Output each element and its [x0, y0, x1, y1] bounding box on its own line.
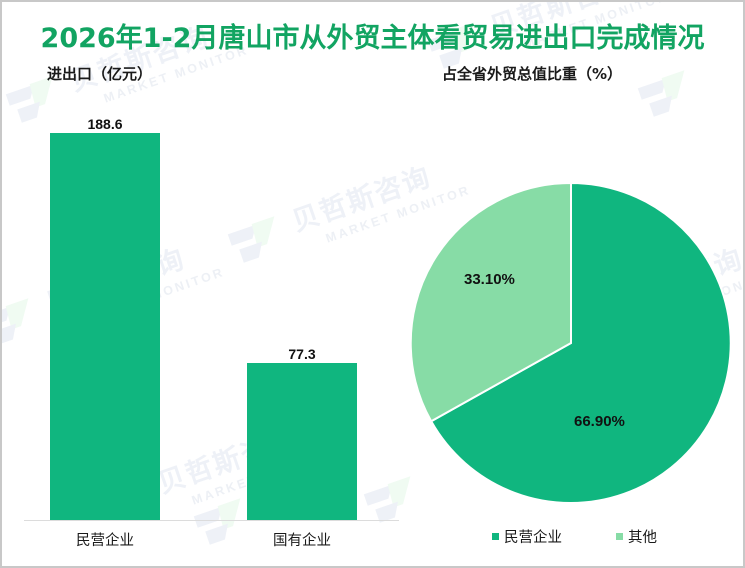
pie-chart-subtitle: 占全省外贸总值比重（%）: [442, 65, 623, 83]
pie-chart-graphic: [410, 182, 732, 504]
bar-value-label: 77.3: [288, 346, 316, 362]
page-title: 2026年1-2月唐山市从外贸主体看贸易进出口完成情况: [40, 23, 705, 54]
bar-category-label: 国有企业: [273, 533, 331, 549]
pie-value-label: 66.90%: [574, 413, 625, 430]
pie-chart-legend: 民营企业 其他: [402, 526, 743, 547]
bar-chart-panel: 进出口（亿元） 188.6 民营企业 77.3 国有企业: [2, 2, 412, 566]
legend-label: 其他: [628, 530, 657, 546]
bar-chart-baseline: [24, 520, 399, 521]
pie-slice-民营企业[interactable]: [429, 182, 732, 504]
legend-item-其他[interactable]: 其他: [616, 526, 657, 547]
legend-label: 民营企业: [504, 530, 562, 546]
bar-value-label: 188.6: [87, 116, 123, 132]
legend-swatch-icon: [616, 533, 623, 540]
bar-category-label: 民营企业: [76, 533, 134, 549]
legend-swatch-icon: [492, 533, 499, 540]
pie-chart-panel: 占全省外贸总值比重（%） 66.90% 33.10% 民营企业 其他: [402, 2, 743, 566]
bar-chart-subtitle: 进出口（亿元）: [47, 65, 153, 83]
pie-value-label: 33.10%: [464, 271, 515, 288]
pie-slice-其他[interactable]: [410, 182, 572, 423]
bar-国有企业[interactable]: [247, 363, 357, 520]
bar-民营企业[interactable]: [50, 133, 160, 520]
legend-item-民营企业[interactable]: 民营企业: [492, 526, 562, 547]
